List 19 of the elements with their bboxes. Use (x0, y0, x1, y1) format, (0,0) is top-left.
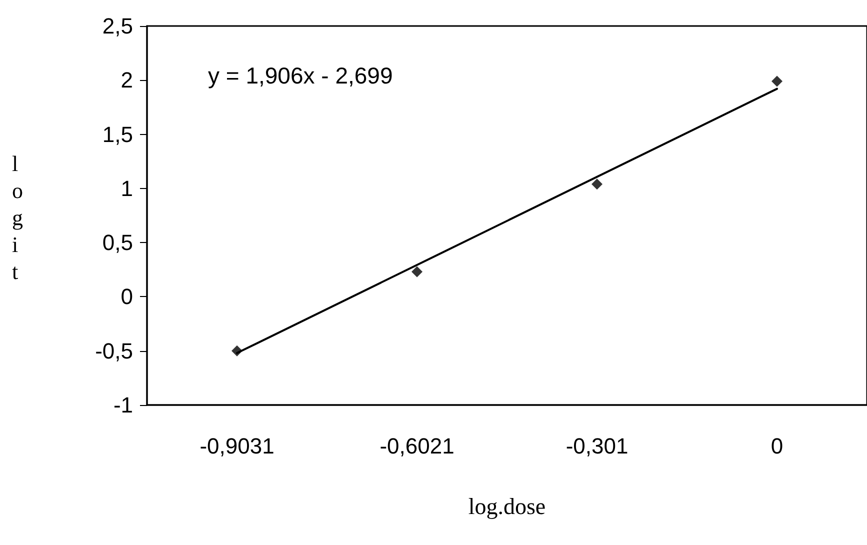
annotation: y = 1,906x - 2,699 (208, 62, 393, 88)
x-tick-label: -0,9031 (200, 434, 274, 458)
x-tick-label: 0 (770, 434, 784, 458)
y-tick-label: 2,5 (102, 14, 133, 38)
y-tick-label: 0,5 (102, 230, 133, 256)
y-tick-label: -0,5 (95, 338, 133, 364)
point (412, 266, 422, 278)
x-tick-label: -0,301 (566, 434, 628, 458)
x-tick-label: -0,6021 (380, 434, 454, 458)
x-axis-title: log.dose (468, 494, 546, 519)
y-axis-title: logit (12, 151, 23, 284)
point (232, 345, 242, 356)
y-tick-label: 2 (120, 68, 133, 93)
y-tick-label: 0 (120, 284, 133, 310)
y-tick-label: 1,5 (102, 122, 133, 147)
y-tick-label: 1 (120, 176, 133, 201)
point (772, 76, 782, 87)
point (592, 178, 602, 190)
y-tick-label: -1 (113, 392, 133, 418)
